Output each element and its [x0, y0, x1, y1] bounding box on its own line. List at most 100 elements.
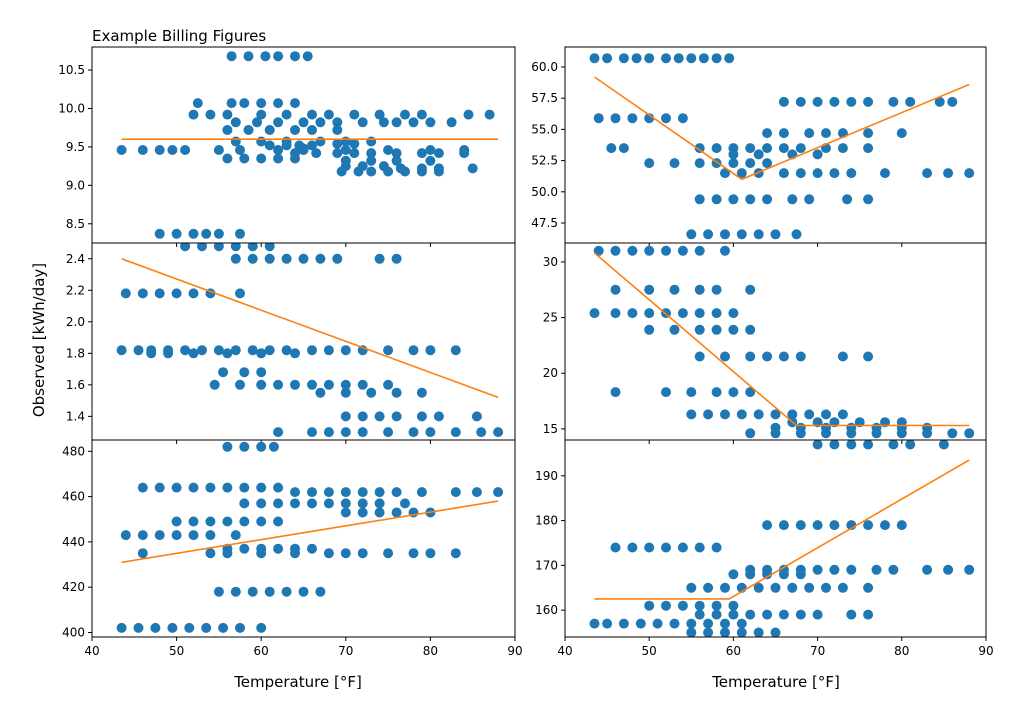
data-point — [644, 53, 655, 64]
data-point — [905, 96, 916, 107]
data-point — [770, 428, 781, 439]
data-point — [753, 409, 764, 420]
data-point — [753, 149, 764, 160]
axes-frame — [564, 46, 987, 244]
data-point — [753, 627, 764, 637]
data-point — [349, 148, 360, 159]
data-point — [837, 582, 848, 593]
y-tick-label: 15 — [543, 422, 558, 436]
data-point — [610, 308, 621, 319]
data-point — [888, 96, 899, 107]
data-point — [804, 128, 815, 139]
data-point — [778, 609, 789, 620]
data-point — [239, 543, 250, 554]
data-point — [778, 351, 789, 362]
data-point — [795, 168, 806, 179]
data-point — [137, 482, 148, 493]
data-point — [736, 618, 747, 629]
data-point — [829, 564, 840, 575]
subplot-1: 47.5 50.0 52.5 55.0 57.5 60.0 — [531, 46, 987, 247]
data-point — [378, 161, 389, 172]
data-point — [812, 149, 823, 160]
data-point — [222, 441, 233, 452]
data-point — [256, 379, 267, 390]
data-point — [133, 345, 144, 356]
data-point — [964, 428, 975, 439]
data-point — [307, 379, 317, 390]
data-point — [669, 324, 680, 335]
data-point — [323, 487, 334, 498]
data-point — [711, 600, 722, 611]
subplot-0: 8.5 9.0 9.5 10.0 10.5 — [58, 46, 516, 247]
y-tick-label: 170 — [535, 558, 558, 572]
data-point — [307, 487, 317, 498]
data-point — [686, 582, 697, 593]
data-point — [631, 53, 642, 64]
data-point — [589, 618, 600, 629]
data-point — [268, 441, 279, 452]
data-point — [340, 498, 351, 509]
data-point — [795, 569, 806, 580]
data-point — [728, 387, 739, 398]
data-point — [736, 168, 747, 179]
data-point — [226, 51, 237, 62]
data-point — [281, 253, 292, 264]
data-point — [644, 542, 655, 553]
data-point — [222, 109, 233, 120]
data-point — [243, 125, 254, 135]
data-point — [644, 308, 655, 319]
data-point — [281, 345, 292, 356]
data-point — [450, 345, 461, 356]
data-point — [606, 143, 617, 154]
data-point — [896, 128, 907, 139]
data-point — [694, 284, 705, 295]
y-tick-label: 55.0 — [531, 122, 558, 136]
data-point — [745, 194, 756, 205]
data-point — [290, 379, 300, 390]
data-point — [677, 245, 688, 256]
data-point — [332, 117, 343, 128]
data-point — [821, 409, 831, 420]
subplot-2: 1.4 1.6 1.8 2.0 2.2 2.4 — [66, 242, 516, 444]
data-point — [450, 548, 461, 559]
data-point — [239, 498, 250, 509]
data-point — [888, 564, 899, 575]
data-point — [703, 618, 714, 629]
data-point — [602, 618, 613, 629]
data-point — [745, 609, 756, 620]
data-point — [787, 194, 798, 205]
data-point — [770, 409, 781, 420]
data-point — [298, 143, 309, 154]
data-point — [188, 348, 199, 359]
data-point — [846, 428, 857, 439]
data-point — [340, 345, 351, 356]
data-point — [137, 145, 148, 155]
axes-frame — [91, 439, 516, 638]
data-point — [315, 117, 326, 128]
data-point — [829, 168, 840, 179]
data-point — [433, 148, 444, 159]
data-point — [315, 253, 326, 264]
data-point — [146, 348, 157, 359]
data-point — [762, 609, 773, 620]
data-point — [366, 148, 377, 159]
data-point — [408, 548, 419, 559]
data-point — [947, 96, 958, 107]
data-point — [391, 148, 402, 159]
data-point — [120, 288, 131, 299]
data-point — [256, 441, 267, 452]
data-point — [589, 308, 600, 319]
data-point — [677, 113, 688, 124]
data-point — [661, 53, 671, 64]
data-point — [357, 507, 368, 518]
data-point — [863, 351, 874, 362]
data-point — [425, 155, 436, 166]
data-point — [627, 542, 638, 553]
data-point — [273, 153, 284, 164]
data-point — [171, 482, 182, 493]
x-tick-label: 80 — [894, 644, 909, 658]
data-point — [863, 143, 874, 154]
data-point — [484, 109, 495, 120]
data-point — [778, 143, 789, 154]
data-point — [201, 622, 212, 633]
